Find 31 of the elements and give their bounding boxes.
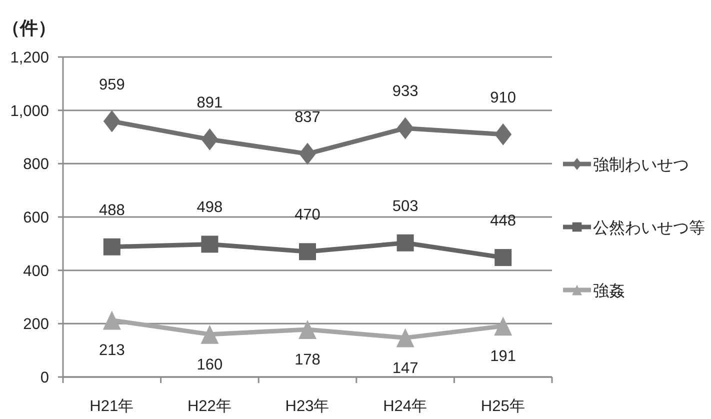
x-tick-label: H24年 — [383, 398, 428, 415]
data-label: 470 — [294, 206, 321, 224]
data-label: 498 — [196, 199, 223, 216]
legend-label: 公然わいせつ等 — [593, 219, 705, 237]
data-label: 503 — [392, 198, 418, 215]
data-label: 910 — [490, 89, 516, 106]
y-tick-label: 1,200 — [10, 50, 50, 66]
data-label: 147 — [392, 360, 418, 377]
y-tick-label: 800 — [23, 156, 50, 174]
data-label: 488 — [98, 202, 125, 219]
data-label: 160 — [196, 356, 224, 374]
data-label: 959 — [98, 76, 125, 94]
y-tick-label: 1,000 — [10, 102, 50, 120]
data-label: 933 — [392, 83, 418, 100]
y-tick-label: 400 — [23, 262, 50, 280]
y-axis-title: （件） — [2, 18, 56, 38]
x-tick-label: H22年 — [187, 398, 232, 415]
y-tick-label: 200 — [23, 316, 50, 334]
data-label: 213 — [98, 342, 125, 360]
data-label: 837 — [294, 108, 320, 126]
x-tick-label: H25年 — [480, 398, 526, 415]
data-label: 891 — [196, 94, 223, 112]
y-tick-label: 600 — [23, 210, 50, 226]
x-tick-label: H21年 — [90, 398, 134, 415]
data-label: 448 — [490, 212, 516, 230]
x-tick-label: H23年 — [285, 398, 330, 415]
legend-label: 強制わいせつ — [593, 156, 689, 174]
y-tick-label: 0 — [40, 370, 50, 386]
legend-label: 強姦 — [593, 282, 625, 300]
data-label: 191 — [490, 348, 516, 366]
data-label: 178 — [294, 352, 320, 369]
